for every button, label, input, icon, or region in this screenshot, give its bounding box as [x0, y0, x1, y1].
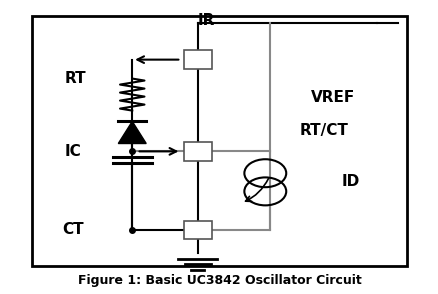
Text: VREF: VREF: [310, 90, 354, 105]
Bar: [32, 16, 406, 266]
Text: Figure 1: Basic UC3842 Oscillator Circuit: Figure 1: Basic UC3842 Oscillator Circui…: [78, 275, 360, 288]
Text: RT/CT: RT/CT: [299, 123, 348, 138]
Bar: [183, 142, 212, 161]
Text: RT: RT: [64, 71, 86, 86]
Text: IR: IR: [197, 13, 215, 28]
Text: CT: CT: [62, 223, 84, 238]
Text: ID: ID: [340, 174, 359, 189]
Text: IC: IC: [65, 144, 81, 159]
Bar: [183, 220, 212, 240]
Bar: [183, 50, 212, 69]
Polygon shape: [118, 121, 146, 143]
